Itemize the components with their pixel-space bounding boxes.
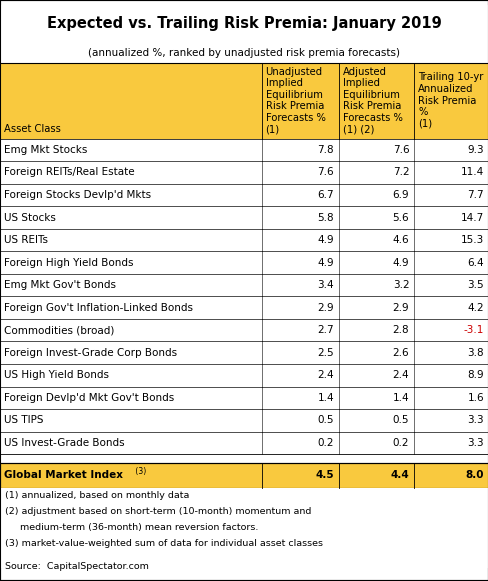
Text: 4.4: 4.4 xyxy=(390,471,408,480)
Bar xyxy=(0,364,488,386)
Text: US Invest-Grade Bonds: US Invest-Grade Bonds xyxy=(4,438,124,448)
Bar xyxy=(0,462,488,488)
Text: 5.8: 5.8 xyxy=(317,213,333,223)
Text: US TIPS: US TIPS xyxy=(4,415,43,425)
Text: 14.7: 14.7 xyxy=(460,213,483,223)
Text: Source:  CapitalSpectator.com: Source: CapitalSpectator.com xyxy=(5,562,148,571)
Text: (3): (3) xyxy=(133,467,146,476)
Bar xyxy=(0,409,488,432)
Text: 3.8: 3.8 xyxy=(467,348,483,358)
Text: 3.2: 3.2 xyxy=(392,280,408,290)
Text: 6.9: 6.9 xyxy=(392,190,408,200)
Text: 4.9: 4.9 xyxy=(317,257,333,268)
Text: Emg Mkt Stocks: Emg Mkt Stocks xyxy=(4,145,87,155)
Text: (annualized %, ranked by unadjusted risk premia forecasts): (annualized %, ranked by unadjusted risk… xyxy=(88,48,400,58)
Bar xyxy=(0,184,488,206)
Text: 1.6: 1.6 xyxy=(467,393,483,403)
Text: Foreign Invest-Grade Corp Bonds: Foreign Invest-Grade Corp Bonds xyxy=(4,348,177,358)
Text: 1.4: 1.4 xyxy=(317,393,333,403)
Bar xyxy=(0,454,488,462)
Text: US Stocks: US Stocks xyxy=(4,213,56,223)
Text: 3.3: 3.3 xyxy=(467,415,483,425)
Text: (1) annualized, based on monthly data: (1) annualized, based on monthly data xyxy=(5,492,189,500)
Text: Global Market Index: Global Market Index xyxy=(4,471,122,480)
Text: 4.6: 4.6 xyxy=(392,235,408,245)
Text: Foreign Stocks Devlp'd Mkts: Foreign Stocks Devlp'd Mkts xyxy=(4,190,151,200)
Text: 7.6: 7.6 xyxy=(392,145,408,155)
Text: 0.5: 0.5 xyxy=(317,415,333,425)
Text: 7.2: 7.2 xyxy=(392,167,408,177)
Bar xyxy=(0,139,488,161)
Bar xyxy=(0,432,488,454)
Bar xyxy=(0,43,488,63)
Bar xyxy=(0,161,488,184)
Text: 2.7: 2.7 xyxy=(317,325,333,335)
Text: 2.9: 2.9 xyxy=(392,303,408,313)
Text: 5.6: 5.6 xyxy=(392,213,408,223)
Text: Expected vs. Trailing Risk Premia: January 2019: Expected vs. Trailing Risk Premia: Janua… xyxy=(47,16,441,31)
Text: US High Yield Bonds: US High Yield Bonds xyxy=(4,370,109,381)
Text: 11.4: 11.4 xyxy=(460,167,483,177)
Text: 3.5: 3.5 xyxy=(467,280,483,290)
Text: 3.4: 3.4 xyxy=(317,280,333,290)
Text: 2.8: 2.8 xyxy=(392,325,408,335)
Bar xyxy=(0,342,488,364)
Text: 6.4: 6.4 xyxy=(467,257,483,268)
Text: 4.5: 4.5 xyxy=(315,471,333,480)
Text: 3.3: 3.3 xyxy=(467,438,483,448)
Text: 7.8: 7.8 xyxy=(317,145,333,155)
Text: 2.4: 2.4 xyxy=(392,370,408,381)
Bar xyxy=(0,274,488,296)
Text: 4.9: 4.9 xyxy=(392,257,408,268)
Text: Foreign Gov't Inflation-Linked Bonds: Foreign Gov't Inflation-Linked Bonds xyxy=(4,303,193,313)
Bar xyxy=(0,206,488,229)
Text: 1.4: 1.4 xyxy=(392,393,408,403)
Text: 2.9: 2.9 xyxy=(317,303,333,313)
Bar xyxy=(0,319,488,342)
Text: 8.0: 8.0 xyxy=(465,471,483,480)
Text: Trailing 10-yr
Annualized
Risk Premia
%
(1): Trailing 10-yr Annualized Risk Premia % … xyxy=(417,73,483,129)
Bar xyxy=(0,296,488,319)
Text: 7.6: 7.6 xyxy=(317,167,333,177)
Text: Foreign REITs/Real Estate: Foreign REITs/Real Estate xyxy=(4,167,134,177)
Text: 2.4: 2.4 xyxy=(317,370,333,381)
Text: 2.5: 2.5 xyxy=(317,348,333,358)
Text: Foreign High Yield Bonds: Foreign High Yield Bonds xyxy=(4,257,133,268)
Text: 7.7: 7.7 xyxy=(467,190,483,200)
Text: (3) market-value-weighted sum of data for individual asset classes: (3) market-value-weighted sum of data fo… xyxy=(5,539,322,548)
Text: Asset Class: Asset Class xyxy=(4,124,61,134)
Bar xyxy=(0,252,488,274)
Text: Emg Mkt Gov't Bonds: Emg Mkt Gov't Bonds xyxy=(4,280,116,290)
Text: 6.7: 6.7 xyxy=(317,190,333,200)
Text: 8.9: 8.9 xyxy=(467,370,483,381)
Bar xyxy=(0,5,488,43)
Text: 4.2: 4.2 xyxy=(467,303,483,313)
Text: (2) adjustment based on short-term (10-month) momentum and: (2) adjustment based on short-term (10-m… xyxy=(5,507,311,516)
Bar xyxy=(0,488,488,568)
Text: Adjusted
Implied
Equilibrium
Risk Premia
Forecasts %
(1) (2): Adjusted Implied Equilibrium Risk Premia… xyxy=(342,67,402,135)
Text: 15.3: 15.3 xyxy=(460,235,483,245)
Bar xyxy=(0,386,488,409)
Text: 0.2: 0.2 xyxy=(317,438,333,448)
Text: medium-term (36-month) mean reversion factors.: medium-term (36-month) mean reversion fa… xyxy=(5,523,258,532)
Text: 0.5: 0.5 xyxy=(392,415,408,425)
Text: -3.1: -3.1 xyxy=(463,325,483,335)
Bar xyxy=(0,63,488,139)
Text: Foreign Devlp'd Mkt Gov't Bonds: Foreign Devlp'd Mkt Gov't Bonds xyxy=(4,393,174,403)
Text: 2.6: 2.6 xyxy=(392,348,408,358)
Text: 0.2: 0.2 xyxy=(392,438,408,448)
Bar xyxy=(0,229,488,252)
Text: Commodities (broad): Commodities (broad) xyxy=(4,325,114,335)
Text: Unadjusted
Implied
Equilibrium
Risk Premia
Forecasts %
(1): Unadjusted Implied Equilibrium Risk Prem… xyxy=(265,67,325,135)
Text: 9.3: 9.3 xyxy=(467,145,483,155)
Text: US REITs: US REITs xyxy=(4,235,48,245)
Text: 4.9: 4.9 xyxy=(317,235,333,245)
